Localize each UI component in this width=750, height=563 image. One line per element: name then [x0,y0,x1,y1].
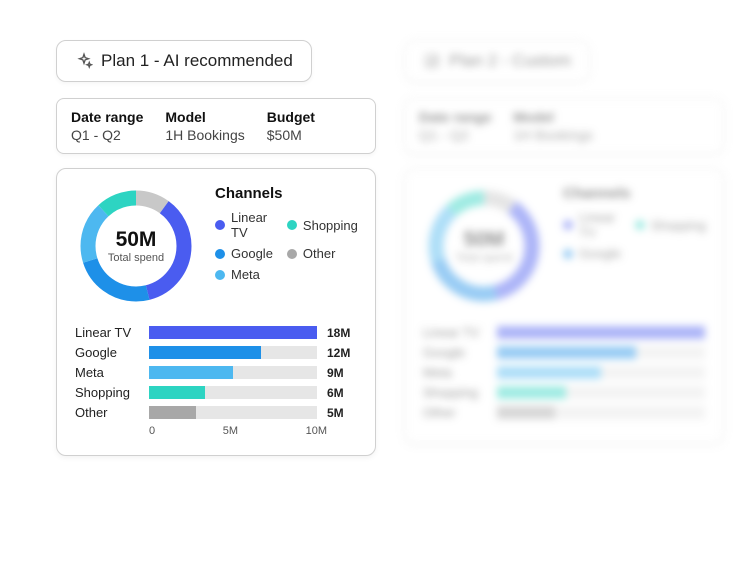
bar-axis: 05M10M [149,425,327,437]
plan1-card: 50M Total spend Channels Linear TV Shoppi… [56,168,376,456]
bar-fill [149,406,196,419]
bar-fill [149,366,233,379]
plan2-tab-label: Plan 2 - Custom [449,51,571,71]
bar-fill [149,326,317,339]
bar-row: Meta 9M [75,365,357,380]
bar-fill [149,346,261,359]
bar-label: Google [75,345,139,360]
plan1-panel: Plan 1 - AI recommended Date range Q1 - … [56,40,376,456]
legend-dot [215,249,225,259]
bar-label: Shopping [75,385,139,400]
channels-block: Channels Linear TV Shopping Google Other Met… [215,185,358,282]
bar-label: Meta [75,365,139,380]
bar-value: 9M [327,366,357,380]
plan2-meta-row: Date rangeQ1 - Q2 Model1H Bookings [404,98,724,154]
bar-value: 5M [327,406,357,420]
donut-chart2: 50M Total spend [423,185,545,307]
donut-chart: 50M Total spend [75,185,197,307]
model-value: 1H Bookings [165,127,244,143]
plan2-panel: Plan 2 - Custom Date rangeQ1 - Q2 Model1… [404,40,724,456]
bar-row: Linear TV 18M [75,325,357,340]
channels-title: Channels [215,185,358,202]
bar-chart: Linear TV 18M Google 12M Meta 9M Shopping 6M Oth… [75,325,357,420]
legend-item: Shopping [287,210,358,240]
bar-value: 12M [327,346,357,360]
edit-icon [423,52,441,70]
budget-label: Budget [267,109,315,125]
bar-fill [149,386,205,399]
date-range-item: Date range Q1 - Q2 [71,109,143,143]
bar-track [149,386,317,399]
plan2-tab[interactable]: Plan 2 - Custom [404,40,590,82]
legend-dot [215,220,225,230]
plan2-card: 50M Total spend Channels Linear TVShoppi… [404,168,724,444]
date-value: Q1 - Q2 [71,127,143,143]
legend-item: Meta [215,267,273,282]
budget-value: $50M [267,127,315,143]
plan1-tab-label: Plan 1 - AI recommended [101,51,293,71]
plan1-tab[interactable]: Plan 1 - AI recommended [56,40,312,82]
legend-item: Google [215,246,273,261]
legend-item: Linear TV [215,210,273,240]
bar-value: 18M [327,326,357,340]
legend-dot [287,249,297,259]
legend-dot [215,270,225,280]
legend-dot [287,220,297,230]
bar-value: 6M [327,386,357,400]
channels-legend: Linear TV Shopping Google Other Meta [215,210,358,282]
bar-row: Shopping 6M [75,385,357,400]
budget-item: Budget $50M [267,109,315,143]
plan1-meta-row: Date range Q1 - Q2 Model 1H Bookings Bud… [56,98,376,154]
sparkle-icon [75,52,93,70]
bar-row: Google 12M [75,345,357,360]
donut-sub: Total spend [108,252,164,264]
bar-track [149,346,317,359]
legend-item: Other [287,246,358,261]
model-label: Model [165,109,244,125]
date-label: Date range [71,109,143,125]
bar-label: Other [75,405,139,420]
model-item: Model 1H Bookings [165,109,244,143]
bar-track [149,406,317,419]
bar-row: Other 5M [75,405,357,420]
bar-track [149,366,317,379]
bar-track [149,326,317,339]
bar-label: Linear TV [75,325,139,340]
donut-value: 50M [116,228,157,252]
